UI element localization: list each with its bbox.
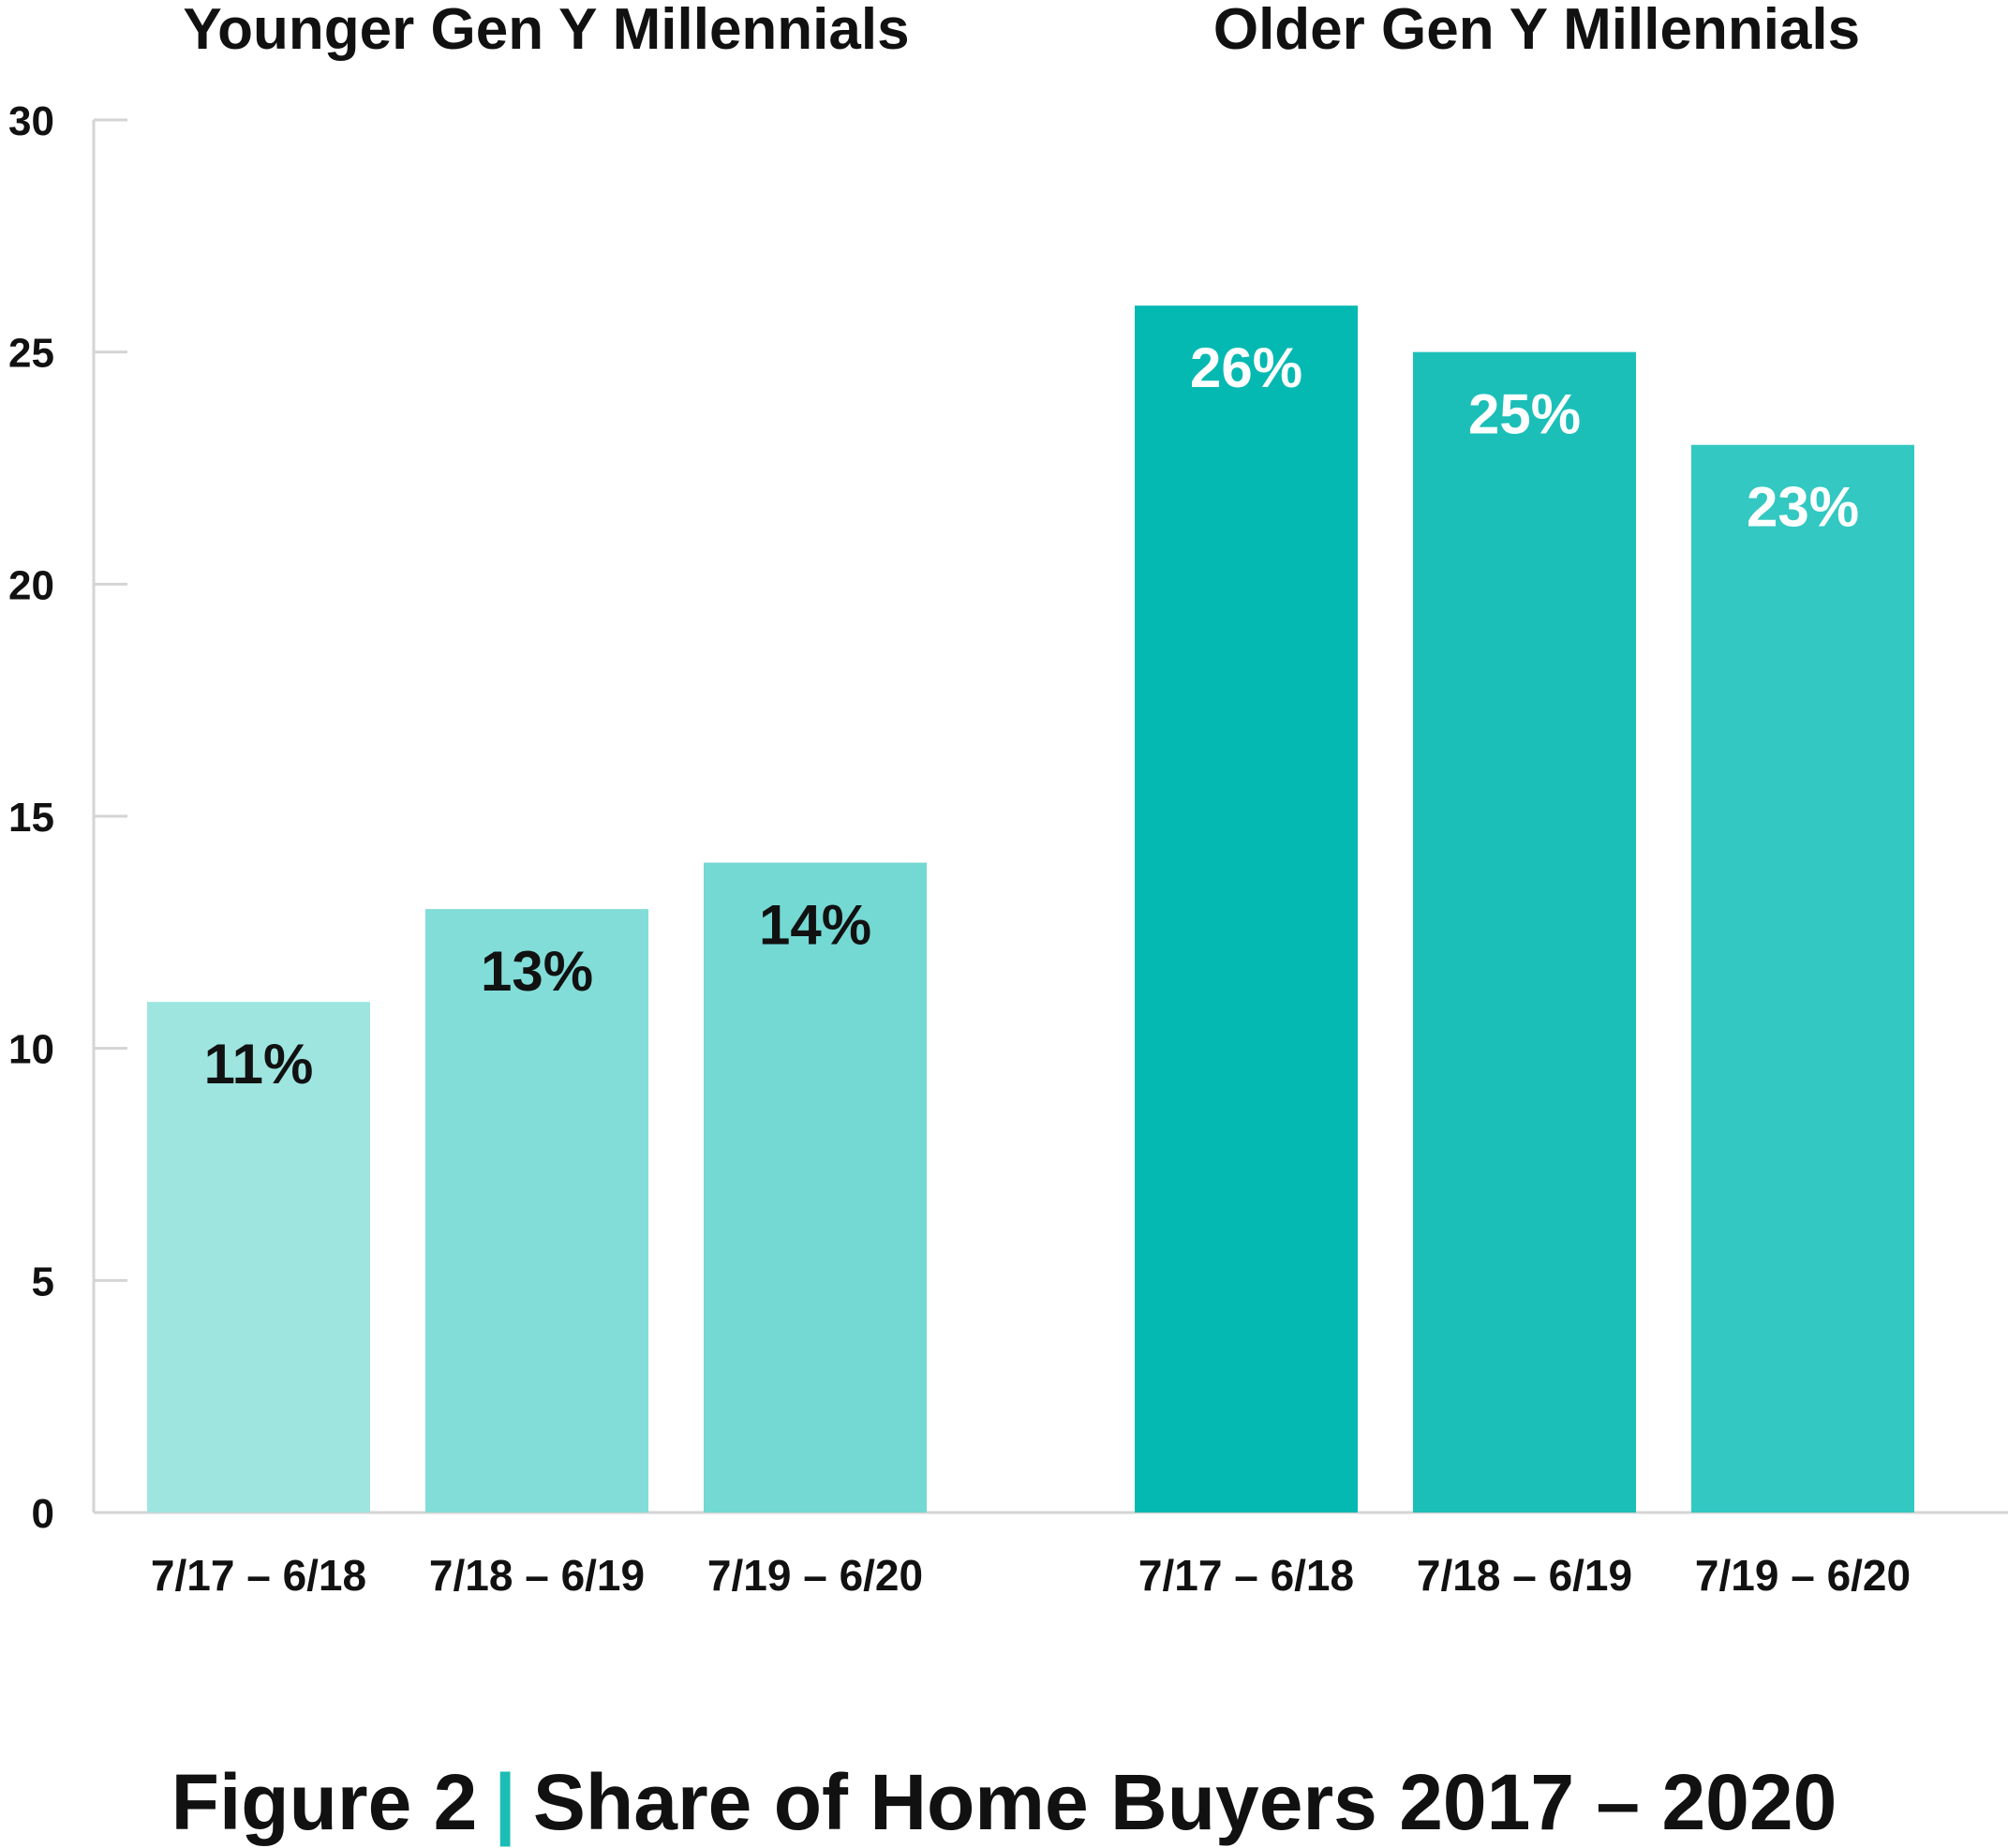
y-tick-label: 10: [8, 1027, 54, 1073]
y-tick-label: 5: [32, 1259, 54, 1304]
group-title: Older Gen Y Millennials: [1213, 0, 1860, 62]
y-axis-ticks: 0 5 10 15 20 25 30: [8, 98, 127, 1537]
x-category-label: 7/17 – 6/18: [1138, 1551, 1354, 1600]
labels: Younger Gen Y Millennials 11% 7/17 – 6/18 1…: [151, 0, 1911, 1600]
bar: [704, 862, 927, 1513]
x-category-label: 7/17 – 6/18: [151, 1551, 366, 1600]
y-tick-label: 15: [8, 795, 54, 841]
figure-caption: Figure 2 | Share of Home Buyers 2017 – 202…: [0, 1757, 2008, 1848]
bar: [147, 1002, 370, 1513]
caption-separator: |: [494, 1758, 516, 1846]
bar-data-label: 25%: [1468, 383, 1581, 446]
y-tick-label: 20: [8, 562, 54, 608]
bar-data-label: 23%: [1747, 476, 1859, 539]
bars: [147, 306, 1914, 1513]
bar: [1413, 351, 1636, 1513]
x-category-label: 7/18 – 6/19: [429, 1551, 645, 1600]
bar-data-label: 11%: [204, 1033, 314, 1095]
x-category-label: 7/18 – 6/19: [1417, 1551, 1632, 1600]
y-tick-label: 0: [32, 1491, 54, 1537]
y-tick-label: 30: [8, 98, 54, 144]
bar-data-label: 26%: [1190, 336, 1302, 399]
bar: [425, 909, 648, 1513]
group-title: Younger Gen Y Millennials: [183, 0, 909, 62]
bar-data-label: 14%: [759, 894, 871, 957]
bar: [1135, 306, 1358, 1513]
figure-number: Figure 2: [171, 1758, 478, 1846]
x-category-label: 7/19 – 6/20: [707, 1551, 923, 1600]
x-category-label: 7/19 – 6/20: [1695, 1551, 1911, 1600]
y-tick-label: 25: [8, 331, 54, 377]
figure-title: Share of Home Buyers 2017 – 2020: [532, 1758, 1837, 1846]
bar: [1691, 444, 1914, 1513]
bar-data-label: 13%: [481, 940, 593, 1003]
